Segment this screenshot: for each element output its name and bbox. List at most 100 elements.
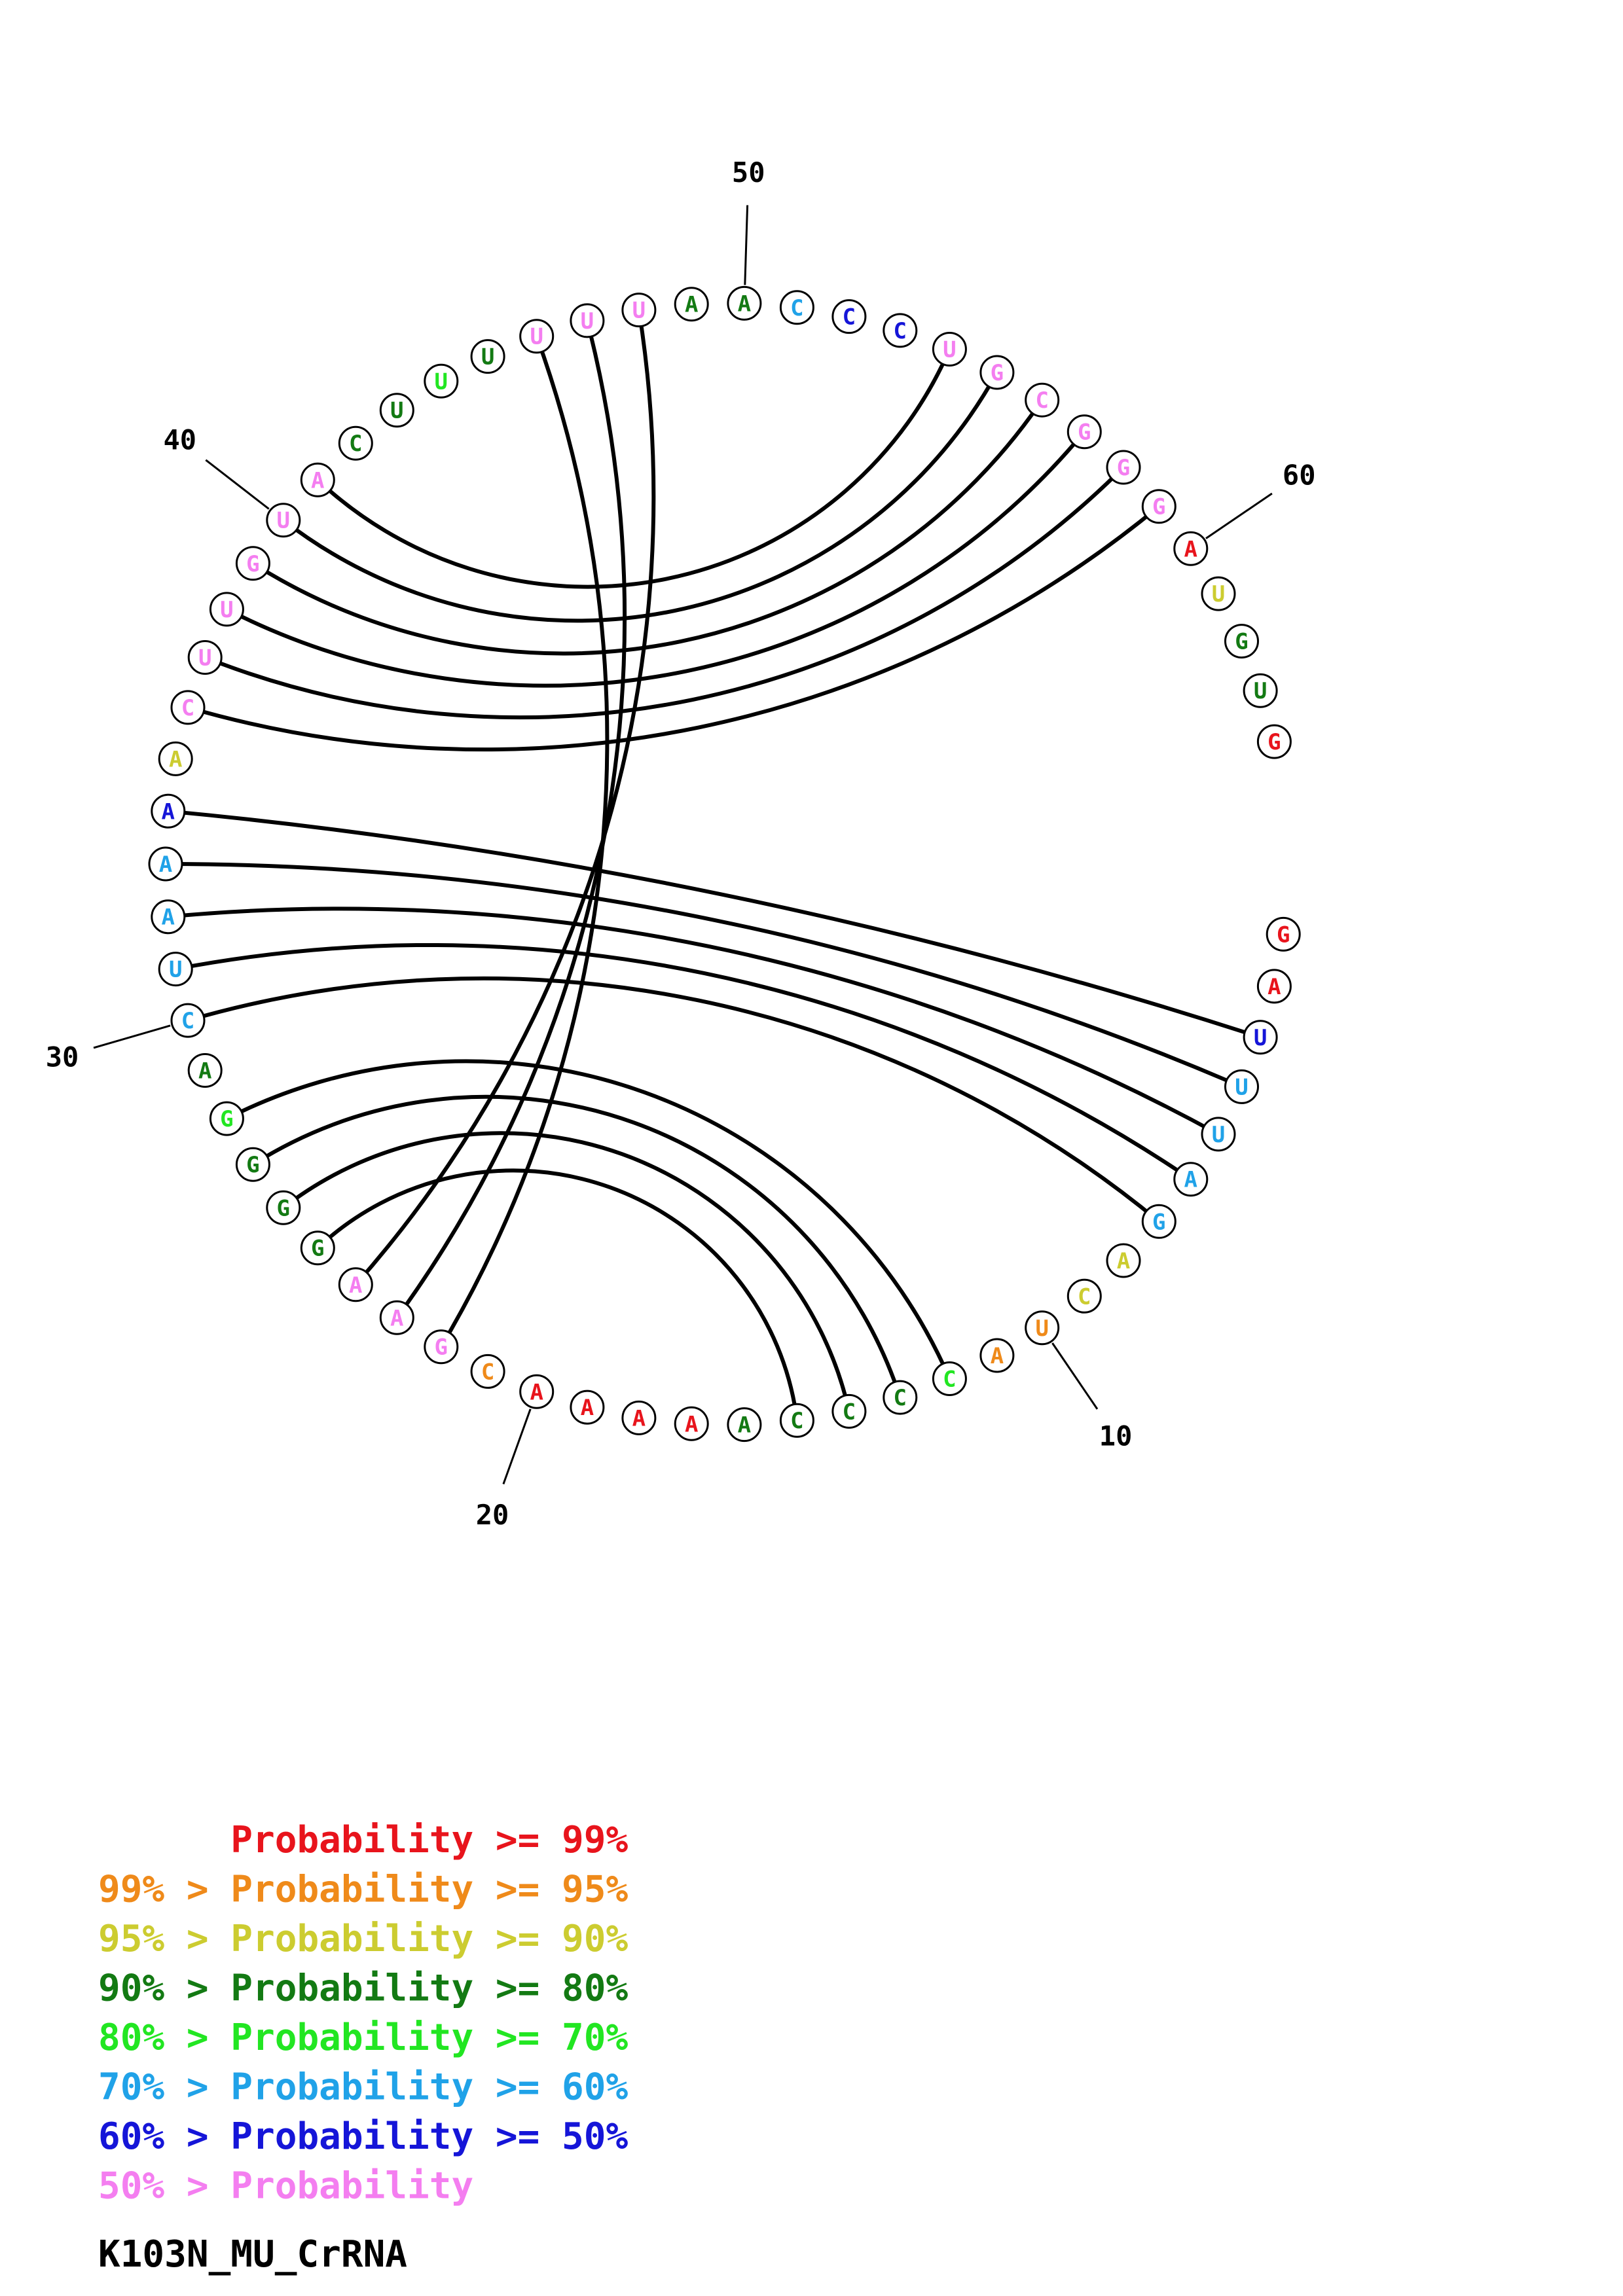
nucleotide-letter: U	[530, 324, 543, 350]
nucleotide-circle	[979, 1338, 1015, 1373]
legend-suffix: >= 60%	[473, 2066, 628, 2109]
nucleotide: C	[831, 1393, 867, 1429]
nucleotide: G	[1266, 916, 1301, 952]
nucleotide-letter: U	[481, 344, 494, 370]
nucleotide-letter: U	[1254, 678, 1267, 704]
nucleotide-circle	[1243, 1020, 1278, 1055]
nucleotide-circle	[235, 546, 270, 581]
base-pair-arc-3-34	[168, 809, 1262, 1039]
nucleotide: U	[1243, 1020, 1278, 1055]
nucleotide-circle	[300, 462, 335, 497]
nucleotide-circle	[831, 1393, 867, 1429]
nucleotide: A	[187, 1053, 223, 1088]
nucleotide-letter: A	[1267, 974, 1281, 1000]
nucleotide-letter: U	[1254, 1025, 1267, 1051]
position-label: 60	[1283, 459, 1316, 491]
nucleotide-letter: C	[790, 1408, 803, 1434]
nucleotide-letter: U	[277, 508, 290, 534]
nucleotide-letter: A	[738, 1412, 751, 1439]
nucleotide-circle	[187, 1053, 223, 1088]
nucleotide: U	[621, 293, 657, 328]
nucleotide-circle	[1106, 1243, 1141, 1278]
nucleotide-letter: A	[311, 467, 324, 493]
nucleotide-letter: G	[1277, 922, 1290, 948]
nucleotide-letter: C	[1078, 1283, 1091, 1310]
nucleotide: C	[470, 1354, 505, 1389]
nucleotide: C	[932, 1361, 967, 1396]
nucleotide: G	[1141, 489, 1176, 524]
nucleotide: A	[1256, 969, 1292, 1004]
nucleotide: C	[1067, 1278, 1102, 1314]
nucleotide-letter: C	[349, 431, 362, 457]
nucleotide-letter: A	[1117, 1248, 1130, 1274]
nucleotide-letter: A	[738, 291, 751, 317]
nucleotide: G	[1256, 724, 1292, 759]
nucleotide-circle	[779, 1403, 814, 1438]
nucleotide-letter: A	[685, 292, 698, 318]
nucleotide: U	[570, 303, 605, 338]
legend-suffix: >= 99%	[473, 1819, 628, 1861]
legend-row: 60% > Probability >= 50%	[98, 2115, 628, 2158]
legend-label: Probability	[230, 2017, 473, 2059]
nucleotide-circle	[1224, 1069, 1259, 1104]
nucleotide-letter: G	[1267, 729, 1281, 755]
nucleotide-circle	[300, 1230, 335, 1266]
nucleotide-circle	[1173, 531, 1209, 566]
nucleotide-circle	[1201, 1117, 1236, 1152]
nucleotide-ring: GAUUUAGACUACCCCAAAAACGAAGGGGACUAAAACUUGU…	[148, 285, 1301, 1443]
legend-row: 70% > Probability >= 60%	[98, 2066, 628, 2109]
nucleotide-circle	[932, 1361, 967, 1396]
nucleotide-circle	[1224, 624, 1259, 659]
nucleotide: C	[831, 299, 867, 334]
nucleotide-circle	[1067, 1278, 1102, 1314]
nucleotide: U	[379, 393, 414, 428]
nucleotide-circle	[209, 592, 244, 627]
nucleotide-letter: G	[246, 1152, 259, 1178]
nucleotide: U	[209, 592, 244, 627]
nucleotide-circle	[470, 339, 505, 374]
nucleotide: C	[779, 1403, 814, 1438]
nucleotide-circle	[379, 1300, 414, 1335]
nucleotide-letter: C	[481, 1359, 494, 1385]
nucleotide: G	[266, 1190, 301, 1225]
nucleotide-letter: G	[246, 551, 259, 577]
position-tick	[1205, 492, 1273, 539]
nucleotide-letter: U	[1235, 1074, 1248, 1100]
nucleotide: C	[883, 1380, 918, 1415]
nucleotide-circle	[470, 1354, 505, 1389]
nucleotide-circle	[1141, 1204, 1176, 1239]
nucleotide: G	[1141, 1204, 1176, 1239]
nucleotide-letter: A	[162, 798, 175, 825]
sequence-name: K103N_MU_CrRNA	[98, 2233, 407, 2276]
legend-prefix: 95% >	[98, 1918, 230, 1960]
nucleotide: A	[158, 741, 193, 776]
legend-row: 80% > Probability >= 70%	[98, 2017, 628, 2059]
base-pair-arcs	[165, 310, 1262, 1421]
nucleotide-circle	[979, 355, 1015, 390]
nucleotide: C	[170, 1003, 206, 1038]
nucleotide: A	[674, 1406, 709, 1441]
nucleotide-circle	[187, 640, 223, 675]
nucleotide: G	[235, 546, 270, 581]
nucleotide-letter: G	[1152, 1209, 1165, 1235]
nucleotide-circle	[1266, 916, 1301, 952]
nucleotide-circle	[209, 1101, 244, 1136]
nucleotide: A	[979, 1338, 1015, 1373]
nucleotide-letter: A	[1184, 1167, 1197, 1193]
nucleotide: G	[424, 1329, 459, 1365]
position-tick	[93, 1024, 171, 1049]
base-pair-arc-36-59	[187, 505, 1161, 752]
nucleotide: A	[338, 1267, 373, 1302]
nucleotide: C	[779, 290, 814, 325]
nucleotide: A	[570, 1390, 605, 1425]
nucleotide-circle	[1141, 489, 1176, 524]
nucleotide: U	[1224, 1069, 1259, 1104]
nucleotide-letter: U	[1212, 581, 1225, 607]
nucleotide: A	[519, 1374, 555, 1409]
base-pair-arc-22-46	[439, 335, 610, 1348]
nucleotide-letter: C	[943, 1367, 956, 1393]
nucleotide: A	[1173, 531, 1209, 566]
base-pair-arc-40-55	[282, 371, 999, 623]
nucleotide: U	[1201, 576, 1236, 611]
nucleotide-letter: A	[159, 852, 172, 878]
